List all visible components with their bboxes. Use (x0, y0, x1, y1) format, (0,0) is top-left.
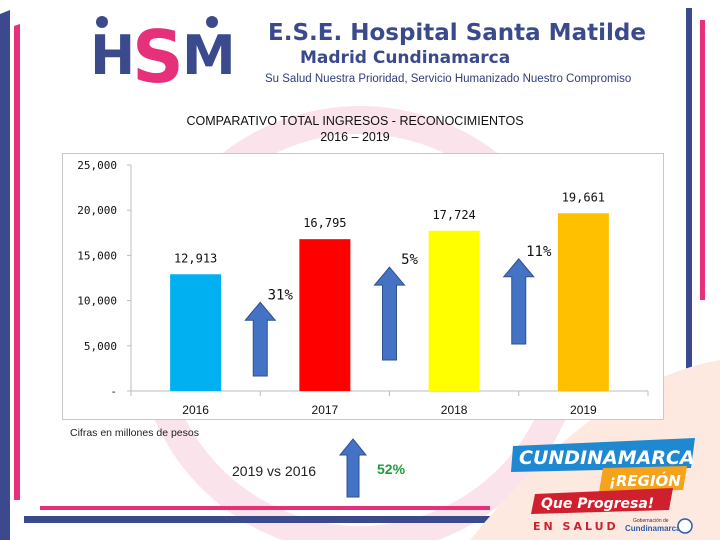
logo-letter-m: M (182, 24, 236, 87)
right-stripe-blue (686, 8, 692, 400)
value-label-2018: 17,724 (432, 208, 475, 222)
units-note: Cifras en millones de pesos (70, 427, 199, 439)
value-label-2016: 12,913 (174, 251, 217, 265)
y-tick-label: - (110, 385, 117, 398)
growth-arrow-icon (244, 301, 277, 377)
badge-line4: EN SALUD (533, 520, 619, 533)
badge-line3: Que Progresa! (541, 496, 654, 512)
chart-title-block: COMPARATIVO TOTAL INGRESOS - RECONOCIMIE… (120, 113, 590, 145)
x-tick-label-2018: 2018 (441, 403, 468, 417)
badge-gov-name: Cundinamarca (625, 524, 681, 533)
x-tick-label-2016: 2016 (182, 403, 209, 417)
chart-title: COMPARATIVO TOTAL INGRESOS - RECONOCIMIE… (186, 114, 524, 128)
value-label-2017: 16,795 (303, 216, 346, 230)
growth-label: 11% (526, 244, 552, 260)
comparison-arrow-icon (338, 438, 368, 498)
badge-line2: ¡REGIÓN (609, 471, 681, 490)
badge-banner-orange (599, 466, 687, 492)
y-tick-label: 25,000 (77, 159, 117, 172)
cundinamarca-badge: CUNDINAMARCA ¡REGIÓN Que Progresa! EN SA… (511, 438, 695, 534)
value-label-2019: 19,661 (562, 190, 605, 204)
logo-head-left (96, 16, 108, 28)
hospital-slogan: Su Salud Nuestra Prioridad, Servicio Hum… (265, 73, 632, 85)
badge-line1: CUNDINAMARCA (519, 447, 695, 469)
bottom-stripe-blue (24, 516, 490, 523)
growth-label: 5% (401, 252, 418, 268)
hospital-logo: H S M (90, 15, 236, 92)
badge-banner-blue (511, 438, 695, 472)
bar-2016 (170, 274, 222, 391)
y-tick-label: 10,000 (77, 295, 117, 308)
growth-arrow-icon (502, 257, 535, 345)
x-tick-label-2017: 2017 (312, 403, 339, 417)
bar-2017 (299, 239, 351, 391)
bottom-stripe-pink (40, 506, 490, 510)
badge-banner-red (531, 488, 673, 514)
x-tick-label-2019: 2019 (570, 403, 597, 417)
logo-head-right (206, 16, 218, 28)
hospital-name: E.S.E. Hospital Santa Matilde (268, 20, 646, 46)
comparison-value: 52% (377, 461, 406, 477)
growth-label: 31% (268, 287, 294, 303)
chart-subtitle: 2016 – 2019 (320, 130, 390, 144)
comparison-label: 2019 vs 2016 (232, 463, 317, 479)
logo-letter-s: S (132, 15, 184, 92)
gov-seal-icon (677, 518, 693, 534)
hospital-location: Madrid Cundinamarca (300, 48, 511, 68)
bar-2018 (428, 230, 480, 391)
y-tick-label: 5,000 (84, 340, 117, 353)
left-stripe-blue (0, 10, 10, 540)
badge-gov-small: Gobernación de (633, 518, 669, 524)
right-stripe-pink (700, 20, 705, 300)
bar-2019 (557, 213, 609, 391)
left-stripe-pink (14, 24, 20, 500)
growth-arrow-icon (373, 266, 406, 361)
y-tick-label: 15,000 (77, 249, 117, 262)
logo-letter-h: H (90, 24, 135, 87)
y-tick-label: 20,000 (77, 204, 117, 217)
